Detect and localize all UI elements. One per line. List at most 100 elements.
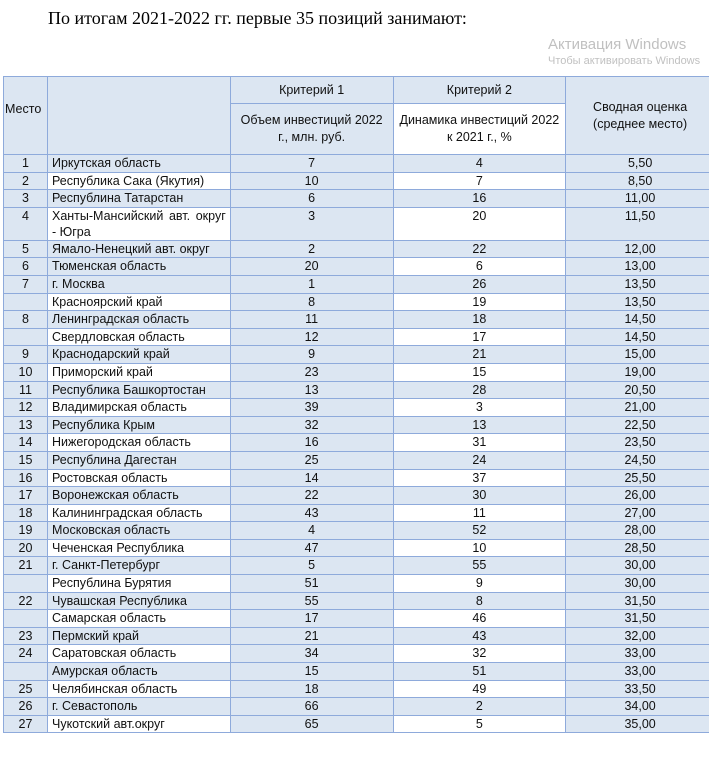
- cell-summary: 33,50: [565, 679, 709, 699]
- cell-place: 21: [3, 556, 48, 576]
- header-region: [46, 76, 231, 155]
- cell-place: 17: [3, 486, 48, 505]
- cell-investment-dynamics: 30: [392, 486, 567, 505]
- cell-summary: 20,50: [565, 380, 709, 400]
- cell-region: г. Севастополь: [46, 697, 231, 716]
- cell-place: 6: [3, 257, 48, 276]
- cell-investment-volume: 6: [229, 189, 394, 208]
- cell-region: Свердловская область: [46, 327, 231, 347]
- cell-region: Республина Дагестан: [46, 450, 231, 470]
- cell-investment-volume: 12: [229, 327, 394, 347]
- cell-investment-dynamics: 8: [392, 591, 567, 611]
- table-row: 12 Владимирская область 39 3 21,00: [3, 398, 709, 417]
- cell-place: 20: [3, 538, 48, 558]
- table-row: 9 Краснодарский край 9 21 15,00: [3, 345, 709, 364]
- cell-place: 10: [3, 362, 48, 382]
- cell-place: 8: [3, 310, 48, 329]
- table-row: 19 Московская область 4 52 28,00: [3, 521, 709, 540]
- table-row: 26 г. Севастополь 66 2 34,00: [3, 697, 709, 716]
- table-row: 25 Челябинская область 18 49 33,50: [3, 679, 709, 699]
- cell-investment-dynamics: 24: [392, 450, 567, 470]
- table-row: Свердловская область 12 17 14,50: [3, 327, 709, 347]
- cell-investment-dynamics: 31: [392, 433, 567, 452]
- table-row: 5 Ямало-Ненецкий авт. округ 2 22 12,00: [3, 239, 709, 259]
- cell-summary: 31,50: [565, 591, 709, 611]
- cell-region: Челябинская область: [46, 679, 231, 699]
- cell-investment-dynamics: 4: [392, 154, 567, 173]
- cell-region: Краснодарский край: [46, 345, 231, 364]
- cell-investment-dynamics: 15: [392, 362, 567, 382]
- cell-summary: 30,00: [565, 556, 709, 576]
- cell-summary: 13,00: [565, 257, 709, 276]
- cell-place: [3, 327, 48, 347]
- cell-summary: 19,00: [565, 362, 709, 382]
- cell-region: Нижегородская область: [46, 433, 231, 452]
- ranking-table: Место Критерий 1 Критерий 2 Сводная оцен…: [3, 76, 709, 734]
- cell-investment-volume: 22: [229, 486, 394, 505]
- cell-investment-volume: 66: [229, 697, 394, 716]
- cell-investment-dynamics: 26: [392, 274, 567, 294]
- cell-place: 22: [3, 591, 48, 611]
- cell-region: Чеченская Республика: [46, 538, 231, 558]
- cell-investment-dynamics: 28: [392, 380, 567, 400]
- cell-investment-volume: 20: [229, 257, 394, 276]
- cell-place: 1: [3, 154, 48, 173]
- cell-investment-dynamics: 3: [392, 398, 567, 417]
- cell-place: 15: [3, 450, 48, 470]
- cell-region: Ленинградская область: [46, 310, 231, 329]
- cell-investment-dynamics: 55: [392, 556, 567, 576]
- cell-place: 23: [3, 626, 48, 646]
- cell-summary: 5,50: [565, 154, 709, 173]
- cell-summary: 14,50: [565, 310, 709, 329]
- cell-summary: 13,50: [565, 274, 709, 294]
- cell-summary: 32,00: [565, 626, 709, 646]
- cell-region: Пермский край: [46, 626, 231, 646]
- header-investment-dynamics: Динамика инвестиций 2022 к 2021 г., %: [392, 103, 567, 155]
- cell-place: 14: [3, 433, 48, 452]
- table-row: Амурская область 15 51 33,00: [3, 662, 709, 681]
- cell-place: 2: [3, 171, 48, 191]
- cell-investment-volume: 23: [229, 362, 394, 382]
- table-row: 10 Приморский край 23 15 19,00: [3, 362, 709, 382]
- cell-place: 24: [3, 644, 48, 664]
- cell-investment-volume: 5: [229, 556, 394, 576]
- cell-region: Ростовская область: [46, 468, 231, 488]
- cell-investment-dynamics: 22: [392, 239, 567, 259]
- cell-region: Республика Башкортостан: [46, 380, 231, 400]
- cell-investment-dynamics: 49: [392, 679, 567, 699]
- cell-summary: 25,50: [565, 468, 709, 488]
- cell-investment-volume: 18: [229, 679, 394, 699]
- cell-investment-volume: 13: [229, 380, 394, 400]
- cell-investment-volume: 34: [229, 644, 394, 664]
- cell-place: 16: [3, 468, 48, 488]
- cell-region: Республика Крым: [46, 415, 231, 435]
- cell-region: Самарская область: [46, 609, 231, 628]
- cell-region: Саратовская область: [46, 644, 231, 664]
- cell-region: Республина Татарстан: [46, 189, 231, 208]
- header-investment-volume: Объем инвестиций 2022 г., млн. руб.: [229, 103, 394, 155]
- header-place: Место: [3, 76, 48, 155]
- cell-region: Тюменская область: [46, 257, 231, 276]
- table-row: 17 Воронежская область 22 30 26,00: [3, 486, 709, 505]
- cell-investment-volume: 32: [229, 415, 394, 435]
- cell-investment-dynamics: 46: [392, 609, 567, 628]
- table-row: 22 Чувашская Республика 55 8 31,50: [3, 591, 709, 611]
- cell-place: 26: [3, 697, 48, 716]
- cell-region: Московская область: [46, 521, 231, 540]
- header-criterion-1: Критерий 1: [229, 76, 394, 104]
- cell-investment-volume: 1: [229, 274, 394, 294]
- table-row: Самарская область 17 46 31,50: [3, 609, 709, 628]
- cell-summary: 24,50: [565, 450, 709, 470]
- cell-investment-dynamics: 7: [392, 171, 567, 191]
- table-row: 23 Пермский край 21 43 32,00: [3, 626, 709, 646]
- cell-place: 27: [3, 714, 48, 734]
- cell-investment-volume: 10: [229, 171, 394, 191]
- table-row: 13 Республика Крым 32 13 22,50: [3, 415, 709, 435]
- cell-summary: 22,50: [565, 415, 709, 435]
- cell-region: Приморский край: [46, 362, 231, 382]
- cell-investment-volume: 51: [229, 574, 394, 593]
- table-row: 3 Республина Татарстан 6 16 11,00: [3, 189, 709, 208]
- cell-investment-dynamics: 17: [392, 327, 567, 347]
- cell-summary: 12,00: [565, 239, 709, 259]
- cell-place: 19: [3, 521, 48, 540]
